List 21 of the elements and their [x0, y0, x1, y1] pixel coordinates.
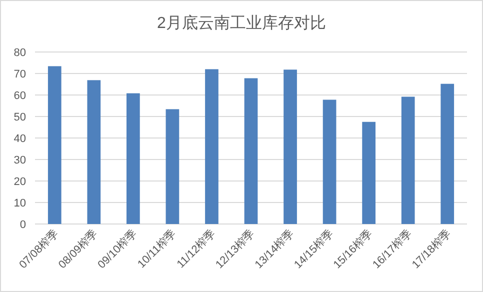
bar — [440, 84, 454, 224]
bar — [244, 78, 258, 224]
y-tick-label: 10 — [14, 198, 26, 210]
y-tick-label: 50 — [14, 112, 26, 124]
bar — [87, 80, 101, 224]
y-tick-label: 80 — [14, 47, 26, 59]
y-tick-label: 60 — [14, 90, 26, 102]
y-tick-label: 20 — [14, 176, 26, 188]
bar — [322, 100, 336, 224]
bar — [205, 69, 218, 224]
bar — [362, 122, 376, 224]
chart-title: 2月底云南工业库存对比 — [157, 14, 326, 32]
bar — [166, 109, 180, 224]
y-tick-label: 40 — [14, 133, 26, 145]
bar — [284, 70, 297, 224]
y-tick-label: 0 — [20, 219, 26, 231]
bar — [401, 96, 415, 224]
bar — [48, 66, 62, 224]
bar — [126, 93, 140, 224]
y-tick-label: 30 — [14, 154, 26, 166]
y-tick-label: 70 — [14, 68, 26, 80]
